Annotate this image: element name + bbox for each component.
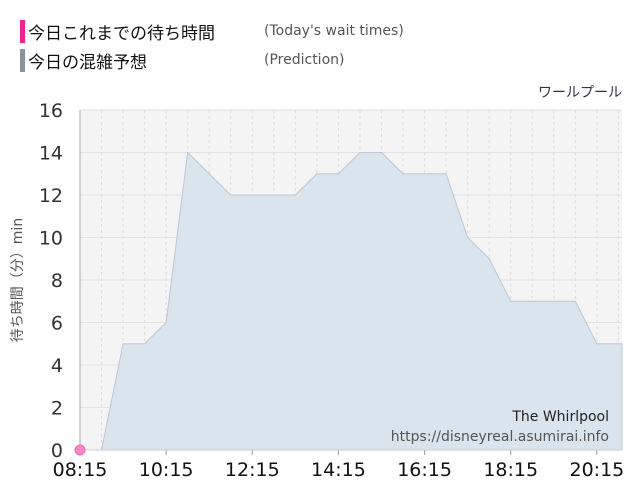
y-axis-title: 待ち時間（分）min: [10, 218, 26, 342]
x-tick-label: 10:15: [139, 459, 194, 481]
legend-actual: 今日これまでの待ち時間 (Today's wait times): [20, 19, 404, 44]
x-tick-label: 20:15: [569, 459, 624, 481]
x-tick-label: 14:15: [311, 459, 366, 481]
y-tick-label: 6: [51, 313, 63, 335]
y-tick-label: 10: [39, 228, 63, 250]
y-tick-label: 12: [39, 185, 63, 207]
y-tick-label: 8: [51, 270, 63, 292]
x-tick-label: 12:15: [225, 459, 280, 481]
legend-prediction-en: (Prediction): [264, 52, 345, 68]
actual-point: [74, 444, 86, 456]
x-tick-label: 16:15: [397, 459, 452, 481]
x-tick-label: 08:15: [53, 459, 108, 481]
prediction-swatch: [20, 48, 25, 72]
y-tick-label: 2: [51, 398, 63, 420]
prediction-area: [79, 152, 623, 451]
y-tick-label: 14: [39, 143, 63, 165]
legend-actual-en: (Today's wait times): [264, 23, 404, 39]
x-tick-label: 18:15: [483, 459, 538, 481]
legend-prediction: 今日の混雑予想 (Prediction): [20, 48, 345, 73]
watermark-name: The Whirlpool: [511, 409, 609, 425]
y-tick-label: 4: [51, 355, 63, 377]
legend-prediction-jp: 今日の混雑予想: [28, 52, 147, 73]
legend-actual-jp: 今日これまでの待ち時間: [28, 23, 215, 44]
y-tick-label: 16: [39, 100, 63, 122]
ride-name: ワールプール: [538, 85, 622, 101]
watermark-url: https://disneyreal.asumirai.info: [391, 429, 609, 445]
actual-swatch: [20, 19, 25, 43]
y-tick-label: 0: [51, 440, 63, 462]
axes: 0 2 4 6 8 10 12 14 16 08:15 10:15 12:15 14:15 16:15 18…: [39, 100, 624, 481]
